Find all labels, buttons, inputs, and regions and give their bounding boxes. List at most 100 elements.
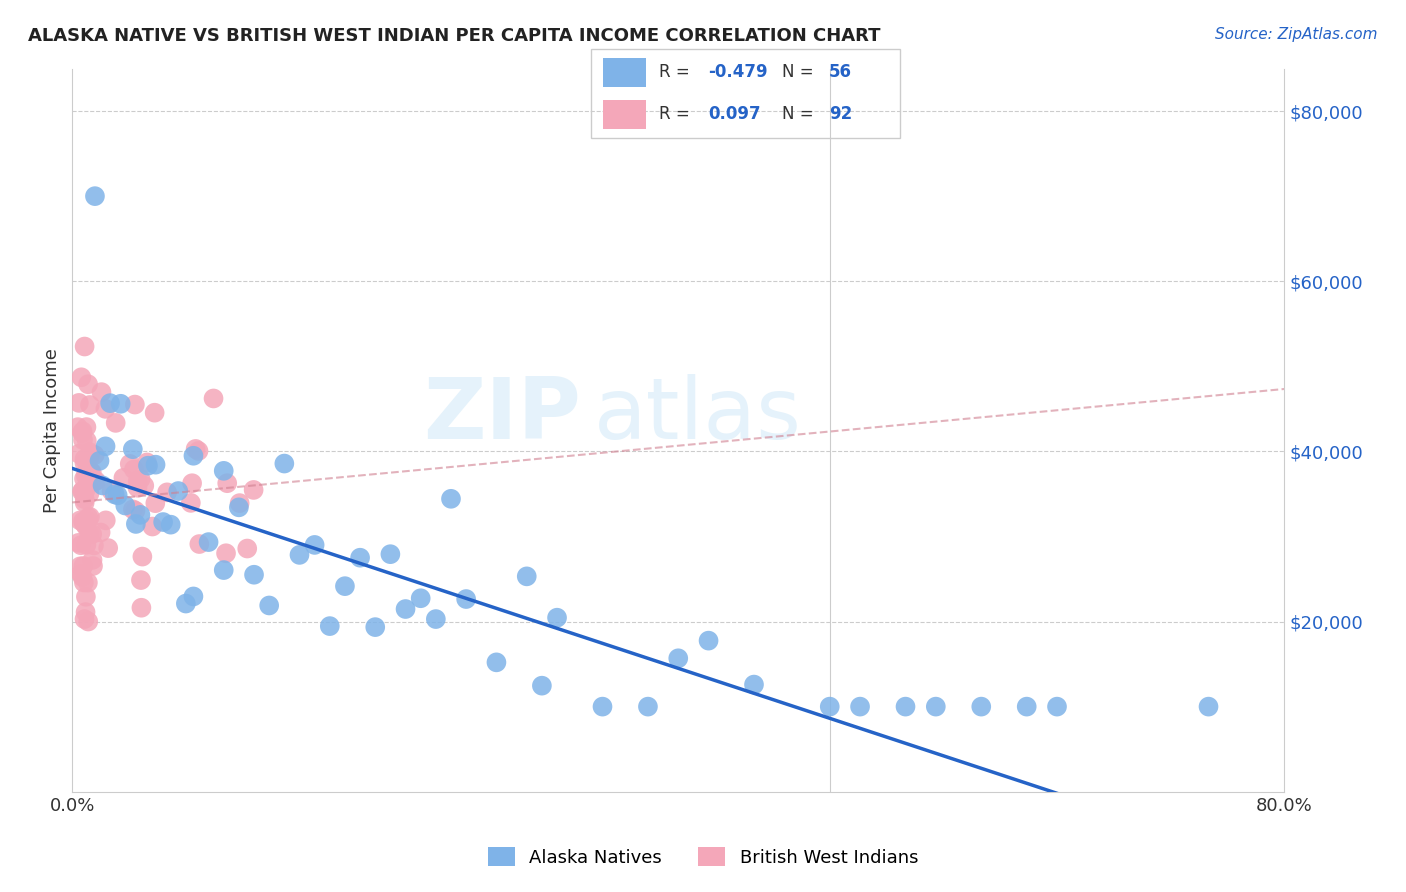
Point [82, 559, 104, 574]
Point [83, 448, 105, 462]
Point [124, 504, 146, 518]
Point [134, 478, 156, 492]
Point [90, 525, 112, 540]
Point [73, 456, 96, 470]
Point [73, 339, 96, 353]
Point [425, 612, 447, 626]
Point [136, 455, 159, 469]
Point [319, 619, 342, 633]
Point [181, 476, 204, 491]
Point [228, 500, 250, 515]
Text: 0.097: 0.097 [709, 105, 761, 123]
Point [79, 486, 101, 500]
Point [77, 615, 100, 629]
Point [84, 474, 107, 488]
Point [73, 451, 96, 466]
Point [187, 444, 209, 458]
Point [97, 541, 120, 555]
Point [236, 541, 259, 556]
Point [257, 599, 280, 613]
Point [72, 433, 94, 447]
Point [79, 449, 101, 463]
Point [125, 516, 148, 531]
Point [156, 485, 179, 500]
Text: -0.479: -0.479 [709, 63, 768, 81]
Point [131, 600, 153, 615]
Point [212, 563, 235, 577]
Point [742, 677, 765, 691]
Point [242, 483, 264, 497]
Point [77, 575, 100, 590]
Point [167, 483, 190, 498]
Point [925, 699, 948, 714]
Point [136, 458, 159, 473]
Point [202, 392, 225, 406]
Text: R =: R = [658, 63, 695, 81]
Point [141, 519, 163, 533]
Point [180, 496, 202, 510]
Text: atlas: atlas [593, 374, 801, 457]
Point [79, 398, 101, 412]
Point [70, 370, 93, 384]
Point [73, 472, 96, 486]
Point [174, 597, 197, 611]
Point [152, 515, 174, 529]
Point [104, 416, 127, 430]
Text: ZIP: ZIP [423, 374, 581, 457]
Point [118, 457, 141, 471]
Point [75, 605, 97, 619]
Point [90, 385, 112, 400]
Point [184, 442, 207, 456]
Point [67, 536, 90, 550]
Point [73, 516, 96, 531]
Point [73, 492, 96, 507]
Point [145, 458, 167, 472]
Text: 92: 92 [828, 105, 852, 123]
Point [122, 502, 145, 516]
Point [127, 481, 149, 495]
Point [72, 559, 94, 574]
Point [79, 445, 101, 459]
Point [112, 471, 135, 485]
Point [592, 699, 614, 714]
Point [76, 434, 98, 448]
Point [72, 425, 94, 439]
Point [98, 396, 121, 410]
Point [131, 549, 153, 564]
Text: N =: N = [782, 105, 820, 123]
Point [127, 474, 149, 488]
Point [77, 510, 100, 524]
Point [273, 457, 295, 471]
Point [143, 406, 166, 420]
Point [89, 454, 111, 468]
Point [77, 377, 100, 392]
Point [697, 633, 720, 648]
Point [114, 499, 136, 513]
Point [1046, 699, 1069, 714]
Point [485, 656, 508, 670]
Point [94, 401, 117, 416]
Point [456, 592, 478, 607]
Point [243, 567, 266, 582]
Text: 56: 56 [828, 63, 852, 81]
Text: ALASKA NATIVE VS BRITISH WEST INDIAN PER CAPITA INCOME CORRELATION CHART: ALASKA NATIVE VS BRITISH WEST INDIAN PER… [28, 27, 880, 45]
Point [70, 425, 93, 440]
Legend: Alaska Natives, British West Indians: Alaska Natives, British West Indians [481, 840, 925, 874]
Point [197, 535, 219, 549]
Point [79, 509, 101, 524]
Point [73, 496, 96, 510]
Point [970, 699, 993, 714]
Point [530, 679, 553, 693]
Point [83, 538, 105, 552]
Point [72, 483, 94, 498]
Point [516, 569, 538, 583]
Point [77, 526, 100, 541]
Point [69, 513, 91, 527]
Point [75, 538, 97, 552]
Point [75, 483, 97, 498]
Point [122, 462, 145, 476]
Point [159, 517, 181, 532]
Point [110, 397, 132, 411]
Point [100, 483, 122, 498]
Text: Source: ZipAtlas.com: Source: ZipAtlas.com [1215, 27, 1378, 42]
